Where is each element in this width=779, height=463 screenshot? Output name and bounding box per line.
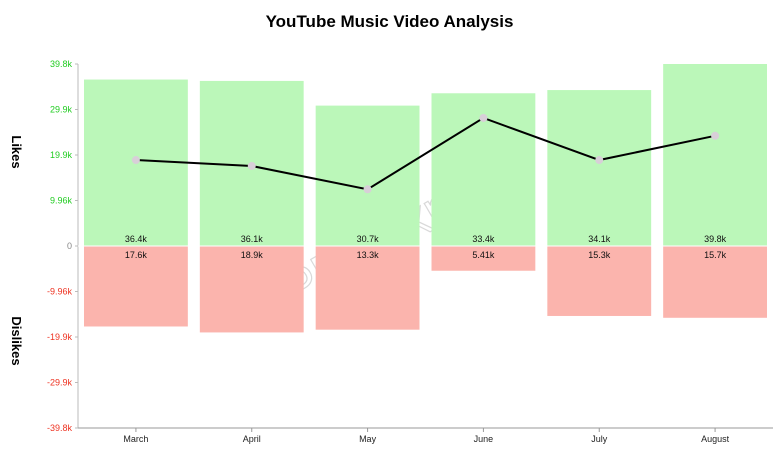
trend-point [595, 156, 604, 165]
y-tick-label: 9.96k [50, 196, 73, 206]
y-axis-title-likes: Likes [9, 135, 24, 168]
trend-point [247, 161, 256, 170]
trend-point [479, 113, 488, 122]
dislikes-data-label: 5.41k [472, 250, 495, 260]
likes-data-label: 30.7k [357, 234, 380, 244]
x-tick-label: May [359, 434, 377, 444]
y-tick-label: -39.8k [47, 423, 73, 433]
dislikes-data-label: 15.3k [588, 250, 611, 260]
x-tick-label: March [123, 434, 148, 444]
dislikes-bar [315, 246, 420, 330]
trend-point [363, 185, 372, 194]
dislikes-data-label: 18.9k [241, 250, 264, 260]
chart-title: YouTube Music Video Analysis [265, 12, 514, 31]
likes-data-label: 36.4k [125, 234, 148, 244]
trend-line [135, 116, 716, 191]
dislikes-bar [547, 246, 652, 316]
dislikes-data-label: 13.3k [357, 250, 380, 260]
likes-data-label: 36.1k [241, 234, 264, 244]
x-tick-label: April [243, 434, 261, 444]
likes-bar [547, 90, 652, 246]
dislikes-bar [431, 246, 536, 271]
dislikes-data-label: 17.6k [125, 250, 148, 260]
y-tick-label: -9.96k [47, 287, 73, 297]
y-tick-label: -29.9k [47, 378, 73, 388]
y-tick-label: 29.9k [50, 105, 73, 115]
dislikes-bar [84, 246, 188, 327]
y-tick-label: -19.9k [47, 332, 73, 342]
likes-bar [315, 105, 420, 246]
likes-data-label: 33.4k [472, 234, 495, 244]
x-tick-label: June [474, 434, 494, 444]
y-tick-label: 0 [67, 241, 72, 251]
likes-data-label: 39.8k [704, 234, 727, 244]
y-tick-label: 19.9k [50, 150, 73, 160]
dislikes-bar [199, 246, 304, 333]
likes-bar [663, 64, 767, 246]
x-tick-label: July [591, 434, 608, 444]
trend-point [711, 131, 720, 140]
x-tick-label: August [701, 434, 730, 444]
dislikes-bar [663, 246, 767, 318]
y-tick-label: 39.8k [50, 59, 73, 69]
trend-point [131, 156, 140, 165]
dislikes-data-label: 15.7k [704, 250, 727, 260]
likes-data-label: 34.1k [588, 234, 611, 244]
y-axis-title-dislikes: Dislikes [9, 316, 24, 365]
